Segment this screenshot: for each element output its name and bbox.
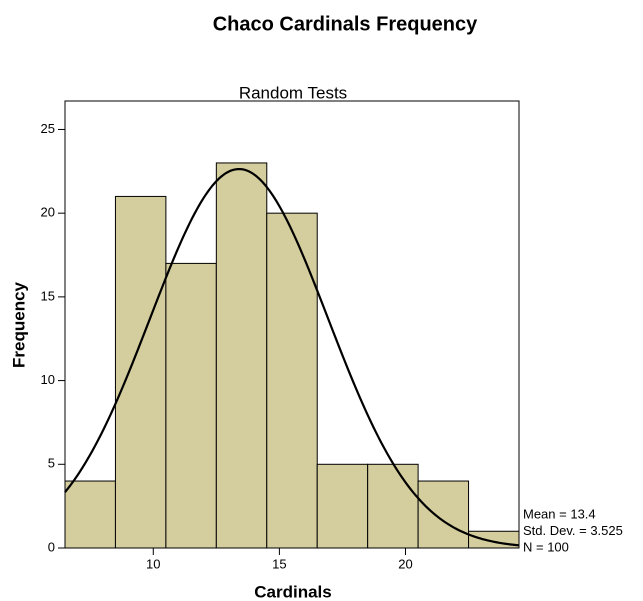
- x-tick-label: 20: [398, 556, 412, 571]
- bar: [64, 480, 116, 549]
- y-tick-label: 5: [48, 456, 55, 471]
- y-tick-label: 10: [41, 372, 55, 387]
- y-tick-label: 15: [41, 288, 55, 303]
- stat-annotation: Std. Dev. = 3.525: [523, 523, 623, 538]
- bar: [316, 463, 369, 549]
- normal-curve: [64, 167, 520, 547]
- x-tick-label: 10: [146, 556, 160, 571]
- plot-frame: [64, 100, 520, 549]
- x-tick-label: 15: [272, 556, 286, 571]
- bar: [367, 463, 419, 549]
- y-axis-label: Frequency: [9, 281, 28, 368]
- chart-subtitle: Random Tests: [239, 83, 347, 102]
- y-tick-label: 20: [41, 205, 55, 220]
- y-tick-label: 0: [48, 539, 55, 554]
- bar: [417, 480, 470, 549]
- bar: [114, 195, 167, 549]
- bar: [165, 262, 217, 549]
- stat-annotation: Mean = 13.4: [523, 506, 596, 521]
- x-axis-label: Cardinals: [254, 582, 331, 601]
- stat-annotation: N = 100: [523, 539, 569, 554]
- chart-title: Chaco Cardinals Frequency: [213, 13, 478, 35]
- bar: [266, 212, 318, 549]
- bar: [215, 162, 268, 549]
- y-tick-label: 25: [41, 121, 55, 136]
